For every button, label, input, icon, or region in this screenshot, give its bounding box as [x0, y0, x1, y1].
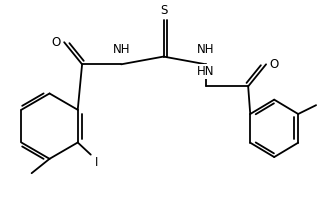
Text: O: O — [269, 58, 279, 71]
Text: NH: NH — [112, 43, 130, 56]
Text: NH: NH — [197, 43, 215, 56]
Text: S: S — [160, 4, 167, 17]
Text: O: O — [52, 36, 61, 49]
Text: I: I — [95, 156, 98, 169]
Text: HN: HN — [197, 65, 215, 78]
